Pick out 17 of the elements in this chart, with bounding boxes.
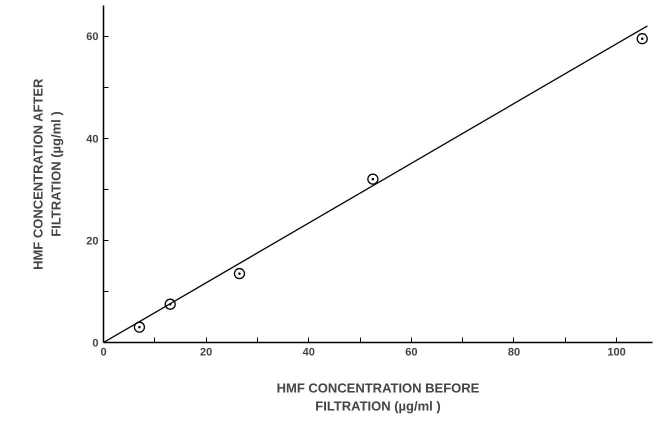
point	[636, 33, 648, 44]
y-tick-label: 20	[86, 235, 99, 248]
point	[134, 322, 146, 333]
x-tick-label: 100	[607, 346, 626, 358]
x-tick-label: 40	[302, 346, 315, 358]
y-tick-label: 40	[86, 133, 99, 146]
point	[367, 173, 379, 185]
x-tick-label: 80	[508, 346, 520, 358]
y-tick-label: 60	[86, 31, 99, 44]
y-axis-title: HMF CONCENTRATION AFTER FILTRATION (µg/ml )	[30, 78, 64, 270]
x-tick-label: 20	[200, 346, 212, 358]
x-tick-label: 0	[100, 346, 107, 358]
point	[164, 298, 176, 310]
point	[234, 268, 246, 280]
x-tick-label: 60	[405, 346, 418, 358]
x-axis-title: HMF CONCENTRATION BEFORE FILTRATION (µg/ml )	[276, 380, 480, 414]
y-tick-label: 0	[92, 338, 99, 350]
